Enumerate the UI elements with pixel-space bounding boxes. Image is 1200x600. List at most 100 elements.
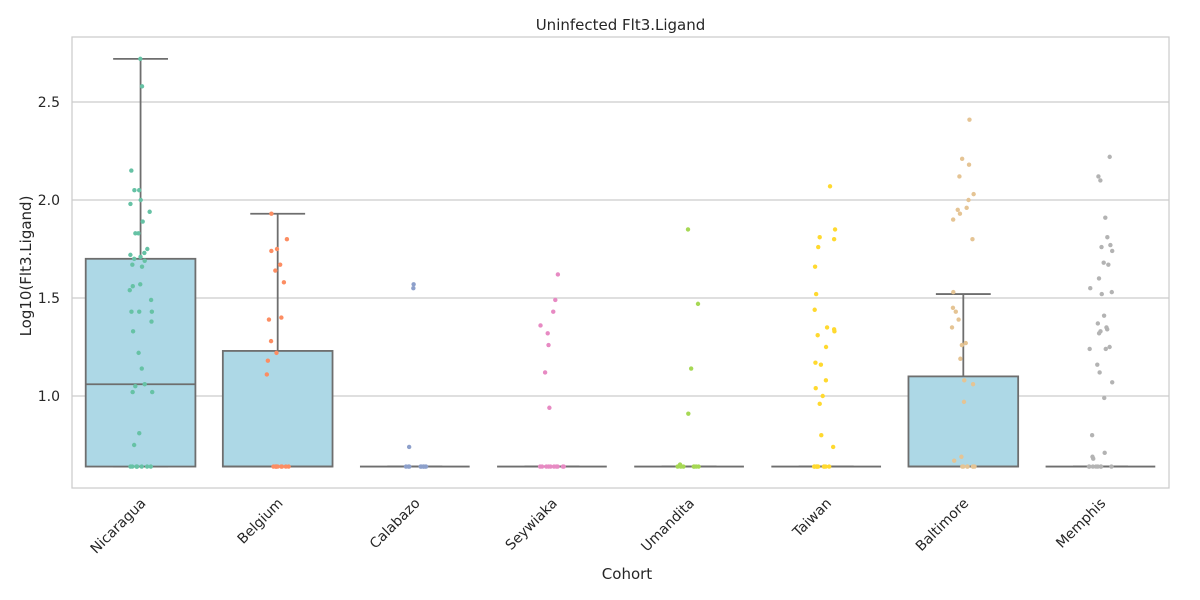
data-point	[128, 464, 133, 469]
data-point	[949, 325, 955, 330]
data-point	[950, 305, 956, 310]
data-point	[149, 309, 155, 314]
data-point	[812, 464, 817, 469]
data-point	[268, 338, 274, 344]
data-point	[555, 272, 561, 277]
data-point	[963, 340, 968, 346]
data-point	[150, 389, 155, 395]
data-point	[972, 464, 977, 469]
data-point	[273, 268, 278, 273]
data-point	[148, 464, 153, 469]
x-tick-label-taiwan: Taiwan	[789, 496, 835, 542]
data-point	[129, 309, 134, 314]
data-point	[970, 237, 975, 242]
data-point	[1098, 178, 1103, 183]
data-point	[1095, 362, 1100, 367]
data-point	[551, 464, 557, 469]
data-point	[1095, 321, 1101, 326]
data-point	[1105, 327, 1110, 332]
data-point	[133, 231, 138, 236]
data-point	[815, 333, 820, 338]
data-point	[1109, 464, 1114, 469]
data-point	[1099, 291, 1104, 297]
data-point	[675, 464, 680, 469]
data-point	[1103, 346, 1108, 352]
data-point	[678, 464, 683, 469]
data-point	[826, 464, 832, 469]
chart-title: Uninfected Flt3.Ligand	[536, 16, 706, 34]
data-point	[812, 307, 817, 312]
data-point	[284, 237, 290, 242]
data-point	[269, 211, 274, 216]
box-baltimore	[907, 375, 1020, 468]
data-point	[813, 385, 818, 391]
data-point	[962, 378, 967, 383]
data-point	[819, 433, 824, 438]
data-point	[1096, 276, 1102, 281]
y-axis-title: Log10(Flt3.Ligand)	[17, 196, 35, 337]
data-point	[1101, 260, 1106, 265]
data-point	[823, 344, 829, 350]
data-point	[130, 329, 136, 334]
data-point	[411, 286, 416, 291]
data-point	[957, 211, 963, 216]
data-point	[816, 244, 821, 250]
data-point	[139, 264, 145, 269]
data-point	[140, 219, 145, 224]
data-point	[131, 442, 137, 448]
data-point	[971, 191, 976, 197]
data-point	[1087, 346, 1092, 352]
data-point	[142, 382, 147, 387]
data-point	[820, 393, 825, 399]
data-point	[951, 458, 957, 463]
data-point	[955, 207, 960, 212]
data-point	[561, 464, 566, 469]
data-point	[1088, 286, 1093, 291]
data-point	[1107, 154, 1112, 160]
data-point	[283, 464, 289, 469]
data-point	[138, 254, 143, 260]
data-point	[279, 464, 284, 469]
box-belgium	[221, 350, 334, 468]
data-point	[1110, 380, 1115, 385]
data-point	[813, 291, 819, 297]
data-point	[266, 317, 272, 322]
data-point	[403, 464, 409, 469]
data-point	[136, 231, 141, 236]
data-point	[1087, 464, 1092, 469]
data-point	[274, 350, 279, 356]
data-point	[128, 252, 133, 258]
x-tick-label-nicaragua: Nicaragua	[88, 496, 150, 558]
data-point	[1101, 313, 1107, 318]
data-point	[136, 350, 141, 356]
data-point	[139, 464, 144, 469]
data-point	[691, 464, 697, 469]
data-point	[686, 411, 691, 416]
data-point	[1103, 215, 1108, 220]
data-point	[812, 264, 818, 269]
data-point	[274, 246, 280, 252]
data-point	[961, 399, 967, 405]
data-point	[421, 464, 426, 469]
data-point	[411, 282, 416, 287]
data-point	[132, 188, 137, 193]
data-point	[128, 201, 133, 207]
data-point	[696, 464, 701, 469]
data-point	[1102, 395, 1107, 401]
data-point	[817, 235, 822, 240]
data-point	[1096, 331, 1102, 336]
x-tick-label-baltimore: Baltimore	[913, 496, 972, 555]
data-point	[823, 378, 829, 383]
data-point	[959, 342, 965, 348]
data-point	[959, 454, 964, 459]
x-tick-labels: Nicaragua Belgium Calabazo Seywiaka Umandita…	[88, 496, 1110, 558]
data-point	[148, 297, 154, 303]
x-axis-title: Cohort	[602, 565, 653, 583]
data-point	[548, 464, 553, 469]
data-point	[407, 464, 412, 469]
data-point	[144, 464, 150, 469]
data-point	[265, 358, 271, 363]
data-point	[956, 317, 961, 322]
data-point	[821, 464, 827, 469]
data-point	[959, 156, 965, 162]
